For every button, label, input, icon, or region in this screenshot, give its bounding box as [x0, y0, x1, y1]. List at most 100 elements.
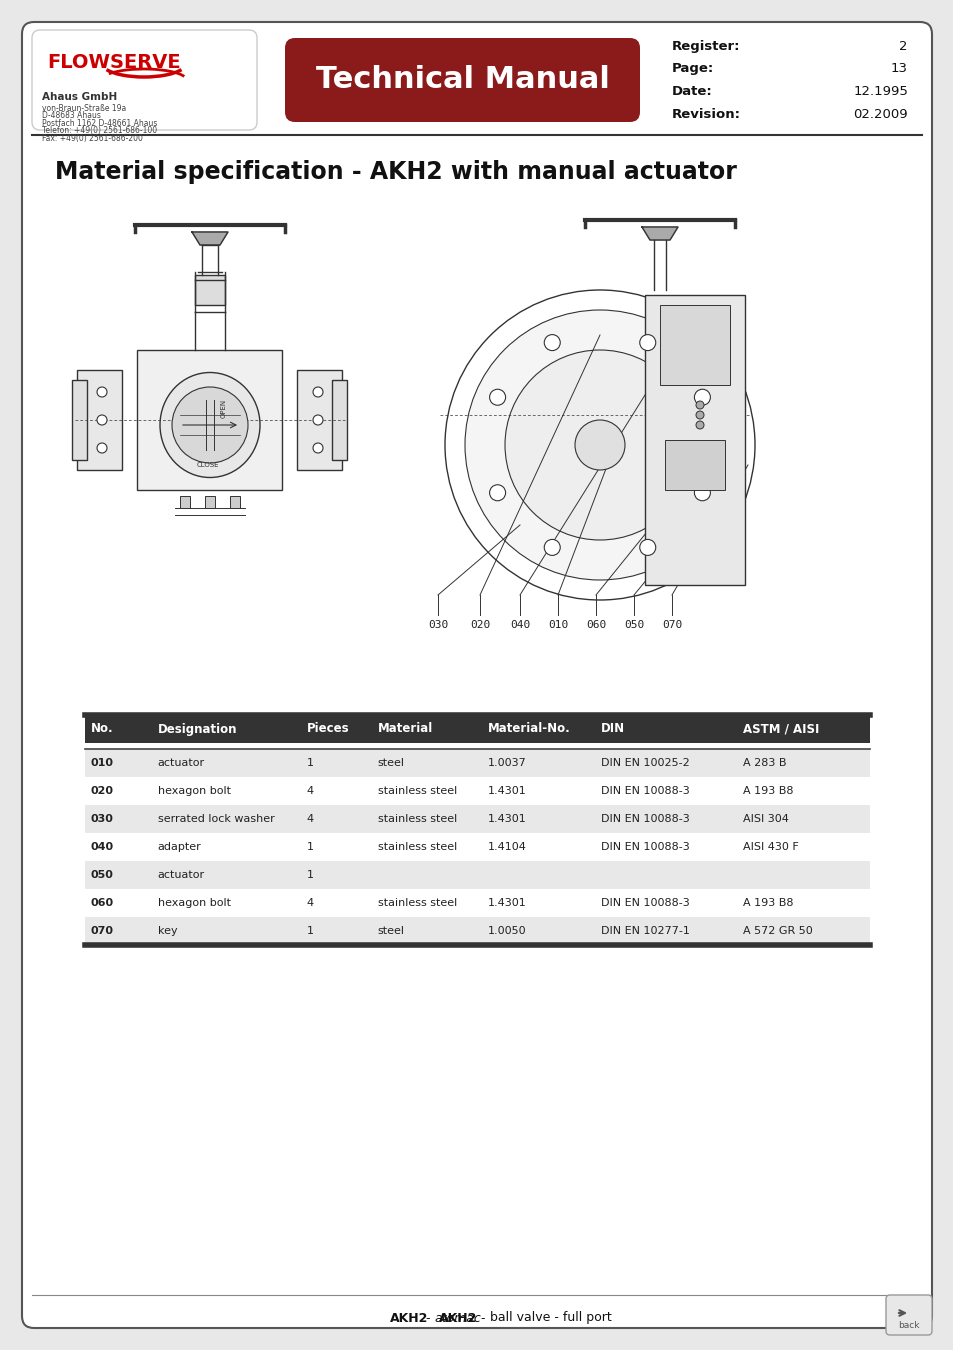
Bar: [205, 495, 214, 508]
Text: A 283 B: A 283 B: [741, 757, 785, 768]
Text: stainless steel: stainless steel: [377, 898, 456, 909]
Text: A 572 GR 50: A 572 GR 50: [741, 926, 811, 936]
Text: 1.0050: 1.0050: [487, 926, 525, 936]
Text: 070: 070: [91, 926, 113, 936]
Text: Date:: Date:: [671, 85, 712, 99]
Text: 010: 010: [547, 620, 568, 630]
Text: key: key: [157, 926, 177, 936]
Text: 050: 050: [623, 620, 643, 630]
Circle shape: [489, 485, 505, 501]
Circle shape: [97, 414, 107, 425]
Text: 070: 070: [661, 620, 681, 630]
Bar: [85, 833, 869, 861]
FancyBboxPatch shape: [285, 38, 639, 122]
Circle shape: [172, 387, 248, 463]
Text: Register:: Register:: [671, 40, 740, 53]
Circle shape: [313, 443, 323, 454]
Text: DIN EN 10088-3: DIN EN 10088-3: [600, 786, 689, 796]
Text: D-48683 Ahaus: D-48683 Ahaus: [42, 112, 101, 120]
Bar: [230, 495, 240, 508]
Text: 1.4301: 1.4301: [487, 898, 526, 909]
Bar: [137, 350, 282, 490]
Text: stainless steel: stainless steel: [377, 814, 456, 824]
Text: stainless steel: stainless steel: [377, 786, 456, 796]
Text: AISI 304: AISI 304: [741, 814, 787, 824]
Ellipse shape: [160, 373, 260, 478]
Text: 1.4104: 1.4104: [487, 842, 526, 852]
Text: 050: 050: [91, 869, 113, 880]
Text: von-Braun-Straße 19a: von-Braun-Straße 19a: [42, 104, 126, 113]
Bar: [297, 370, 342, 470]
Circle shape: [313, 387, 323, 397]
Bar: [85, 778, 869, 805]
Text: hexagon bolt: hexagon bolt: [157, 898, 231, 909]
Polygon shape: [192, 232, 228, 244]
Text: 4: 4: [307, 814, 314, 824]
Text: 040: 040: [91, 842, 114, 852]
Text: Designation: Designation: [157, 722, 237, 736]
Text: 13: 13: [890, 62, 907, 76]
Bar: [659, 305, 729, 385]
Bar: [85, 861, 869, 890]
Text: 2: 2: [899, 40, 907, 53]
Circle shape: [694, 485, 710, 501]
Text: Material-No.: Material-No.: [487, 722, 570, 736]
Text: Page:: Page:: [671, 62, 714, 76]
Text: DIN EN 10277-1: DIN EN 10277-1: [600, 926, 689, 936]
Text: DIN EN 10088-3: DIN EN 10088-3: [600, 814, 689, 824]
Text: CLOSE: CLOSE: [196, 462, 219, 468]
Text: 1: 1: [307, 757, 314, 768]
Text: Telefon: +49(0) 2561-686-100: Telefon: +49(0) 2561-686-100: [42, 127, 157, 135]
Circle shape: [313, 414, 323, 425]
Bar: [85, 749, 869, 778]
Bar: [180, 495, 190, 508]
Circle shape: [97, 443, 107, 454]
Bar: [85, 805, 869, 833]
Text: 1.0037: 1.0037: [487, 757, 526, 768]
Circle shape: [639, 540, 655, 555]
Text: 030: 030: [91, 814, 113, 824]
Text: -: -: [476, 1311, 489, 1324]
Text: 060: 060: [585, 620, 605, 630]
Circle shape: [464, 310, 734, 580]
Text: FLOWSERVE: FLOWSERVE: [47, 54, 180, 73]
Circle shape: [694, 389, 710, 405]
Text: AKH2: AKH2: [438, 1311, 476, 1324]
Polygon shape: [641, 227, 678, 240]
Bar: [333, 379, 347, 460]
FancyBboxPatch shape: [22, 22, 931, 1328]
Text: 010: 010: [91, 757, 113, 768]
Text: 1: 1: [307, 869, 314, 880]
Text: Postfach 1162 D-48661 Ahaus: Postfach 1162 D-48661 Ahaus: [42, 119, 157, 128]
Text: 1.4301: 1.4301: [487, 814, 526, 824]
Bar: [85, 917, 869, 945]
Circle shape: [489, 389, 505, 405]
Text: AKH2: AKH2: [390, 1311, 428, 1324]
Circle shape: [696, 421, 703, 429]
Circle shape: [543, 335, 559, 351]
Text: DIN EN 10025-2: DIN EN 10025-2: [600, 757, 689, 768]
Text: 040: 040: [509, 620, 530, 630]
Text: actuator: actuator: [157, 869, 205, 880]
Text: ASTM / AISI: ASTM / AISI: [741, 722, 818, 736]
Circle shape: [504, 350, 695, 540]
Bar: [77, 370, 122, 470]
Text: 4: 4: [307, 786, 314, 796]
Text: 060: 060: [91, 898, 114, 909]
Text: OPEN: OPEN: [221, 398, 227, 418]
Text: DIN: DIN: [600, 722, 625, 736]
Circle shape: [639, 335, 655, 351]
Text: steel: steel: [377, 757, 404, 768]
Text: 030: 030: [428, 620, 448, 630]
Bar: [644, 296, 744, 585]
Text: DIN EN 10088-3: DIN EN 10088-3: [600, 842, 689, 852]
Text: ball valve - full port: ball valve - full port: [485, 1311, 611, 1324]
Text: A 193 B8: A 193 B8: [741, 898, 792, 909]
Text: A 193 B8: A 193 B8: [741, 786, 792, 796]
Text: No.: No.: [91, 722, 113, 736]
Text: adapter: adapter: [157, 842, 201, 852]
Text: hexagon bolt: hexagon bolt: [157, 786, 231, 796]
Text: actuator: actuator: [157, 757, 205, 768]
Text: Pieces: Pieces: [307, 722, 349, 736]
Text: 1: 1: [307, 842, 314, 852]
